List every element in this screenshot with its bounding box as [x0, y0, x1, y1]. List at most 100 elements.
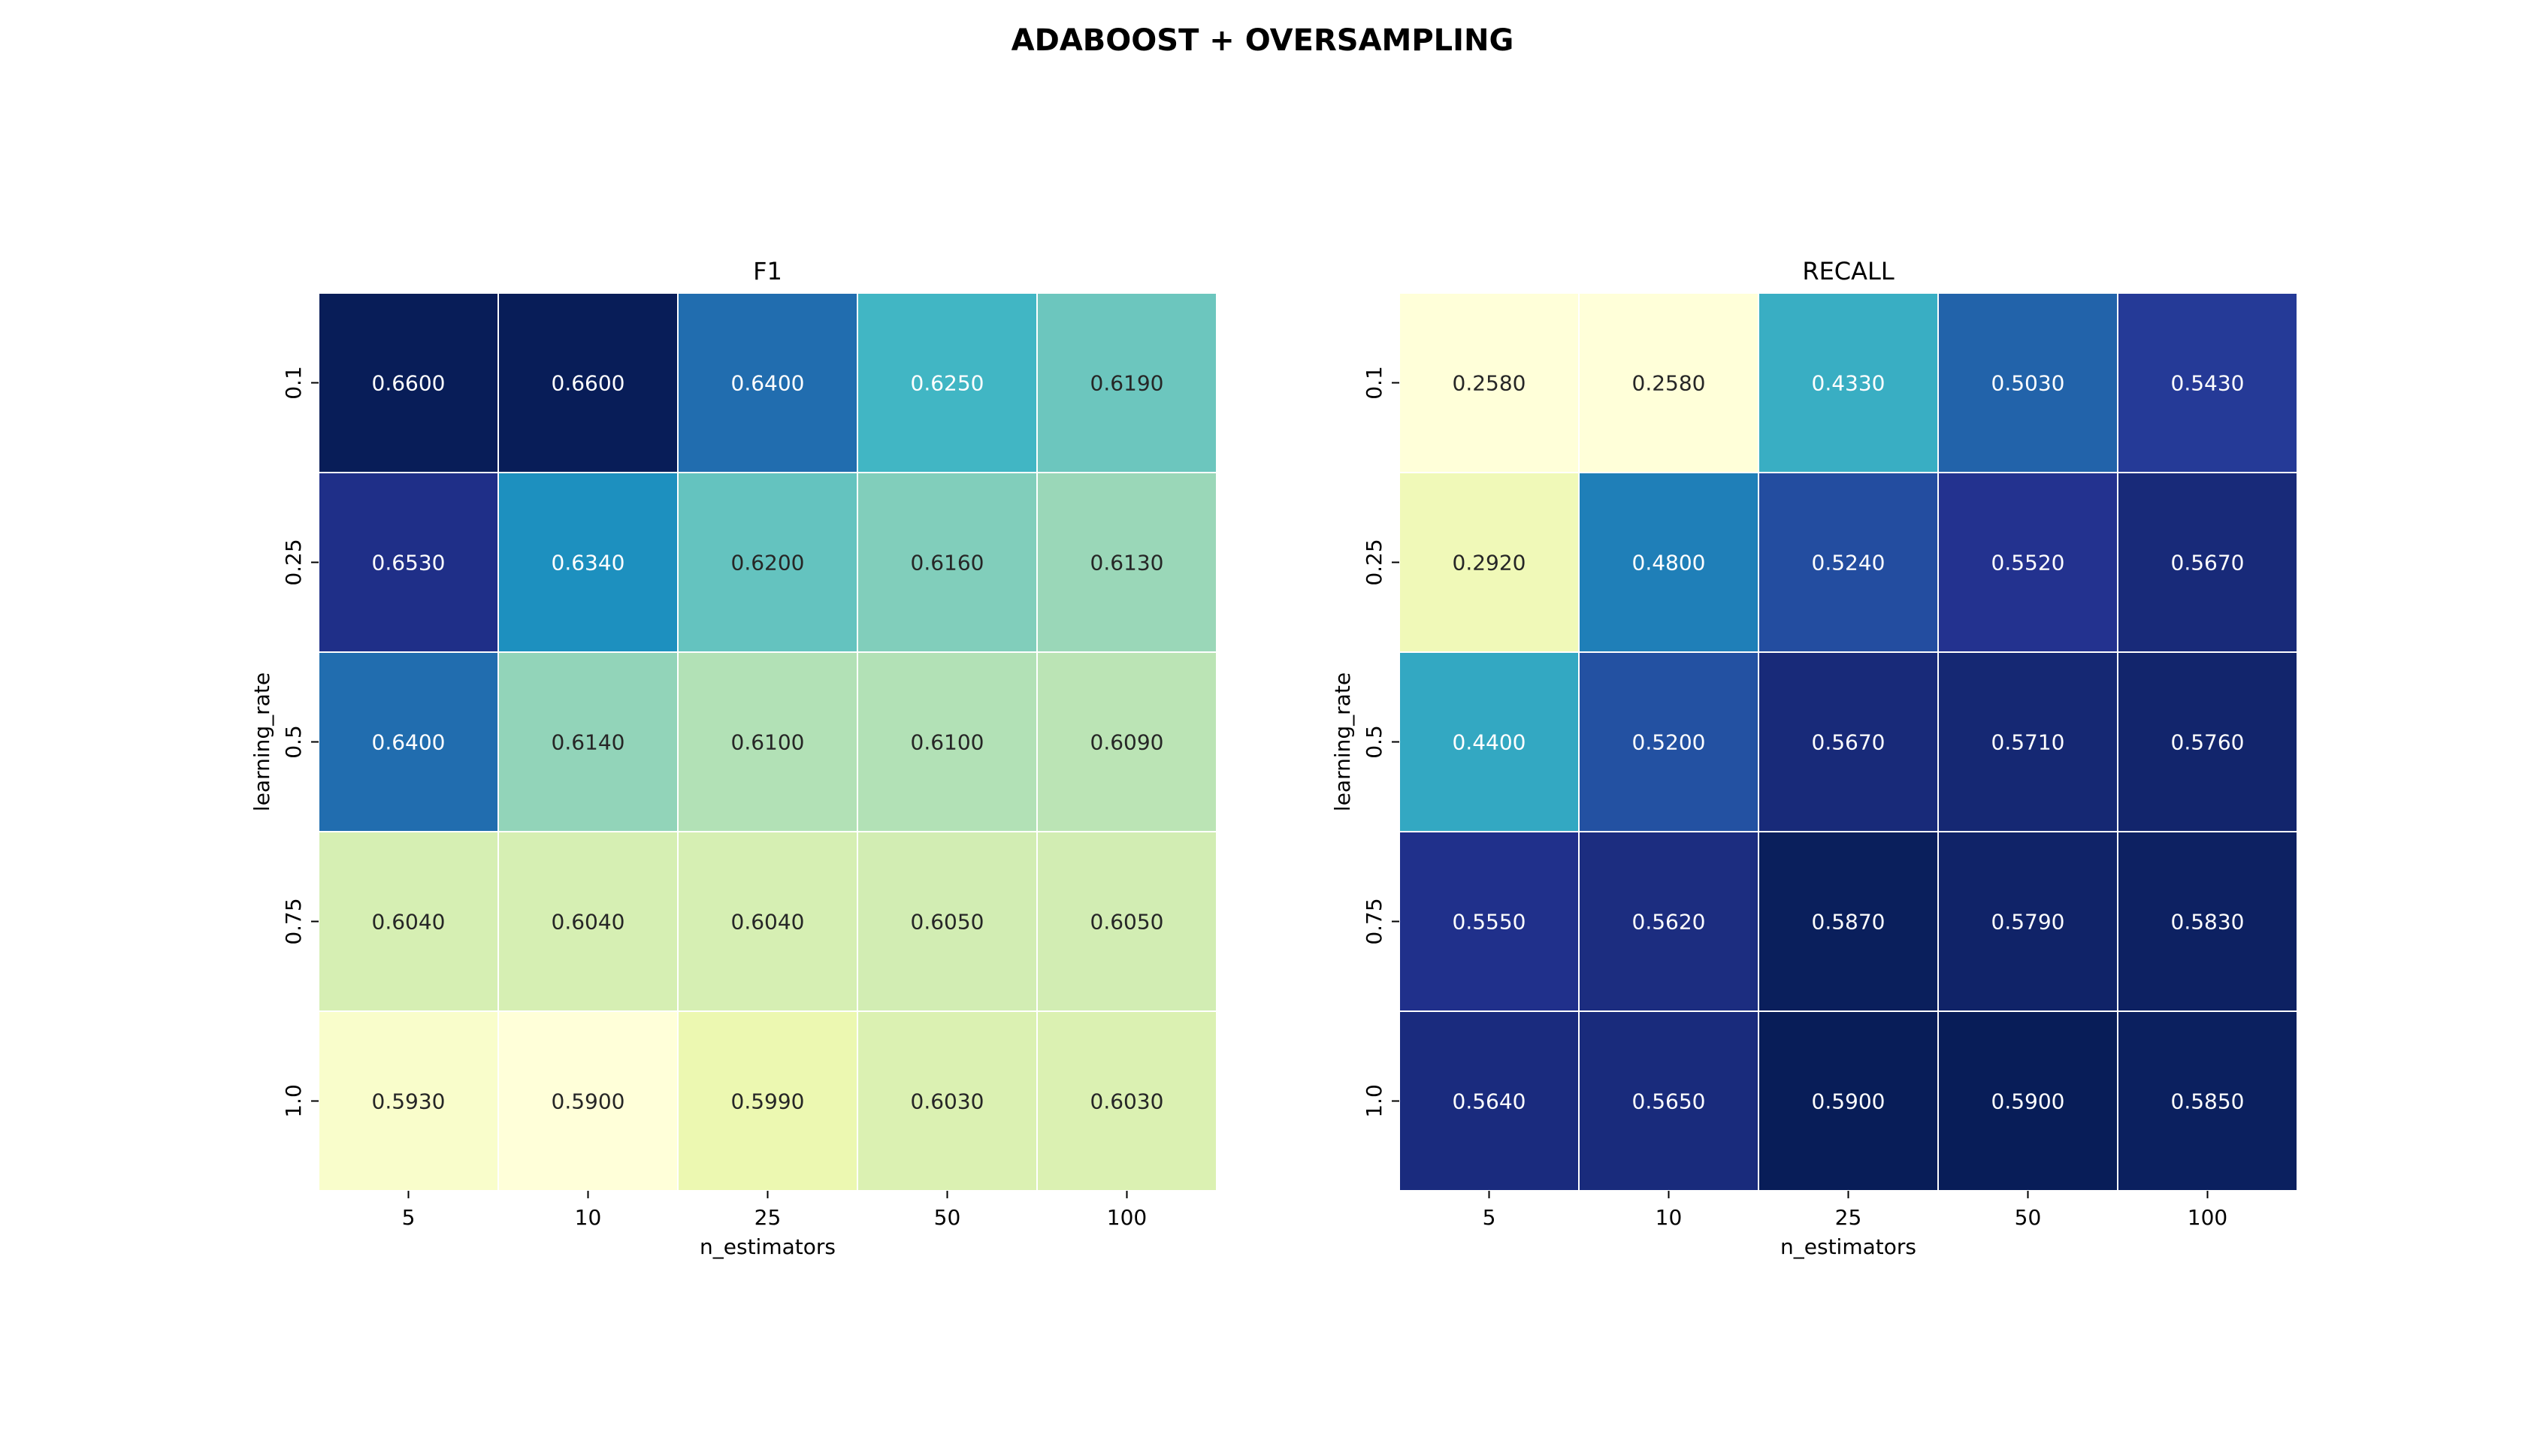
- recall-cell-label: 0.5900: [1812, 1089, 1885, 1114]
- recall-cell: [1399, 1010, 1580, 1192]
- recall-cell-label: 0.5640: [1453, 1089, 1526, 1114]
- f1-x-tick-label: 100: [1107, 1205, 1147, 1230]
- recall-cell-label: 0.5850: [2171, 1089, 2245, 1114]
- recall-cell-label: 0.4400: [1453, 730, 1526, 755]
- f1-y-tick-label: 0.1: [281, 366, 306, 400]
- f1-cell-label: 0.6530: [372, 551, 446, 575]
- f1-y-axis-label: learning_rate: [249, 672, 274, 811]
- f1-cell: [857, 292, 1038, 473]
- recall-cell-label: 0.5900: [1991, 1089, 2065, 1114]
- f1-cell: [318, 472, 499, 653]
- f1-cell-label: 0.6030: [1090, 1089, 1164, 1114]
- recall-cell: [1937, 472, 2118, 653]
- recall-x-tick-label: 5: [1483, 1205, 1496, 1230]
- f1-cell-label: 0.6340: [552, 551, 625, 575]
- f1-title: F1: [753, 257, 782, 285]
- f1-cell-label: 0.6050: [911, 910, 984, 935]
- recall-cell-label: 0.5430: [2171, 371, 2245, 396]
- recall-cell-label: 0.4800: [1632, 551, 1706, 575]
- f1-cell: [497, 831, 679, 1012]
- recall-cell: [2117, 1010, 2298, 1192]
- f1-cell-label: 0.6400: [731, 371, 805, 396]
- recall-cell: [1578, 651, 1759, 832]
- f1-cell-label: 0.6090: [1090, 730, 1164, 755]
- recall-cell-label: 0.5240: [1812, 551, 1885, 575]
- f1-cell-label: 0.6050: [1090, 910, 1164, 935]
- recall-cell: [2117, 651, 2298, 832]
- f1-cell-label: 0.6190: [1090, 371, 1164, 396]
- f1-cell: [857, 831, 1038, 1012]
- recall-cell-label: 0.5670: [2171, 551, 2245, 575]
- f1-cell-label: 0.6040: [372, 910, 446, 935]
- recall-cell: [1399, 292, 1580, 473]
- recall-y-tick-label: 0.25: [1362, 539, 1386, 585]
- f1-cell-label: 0.6140: [552, 730, 625, 755]
- f1-cell: [497, 292, 679, 473]
- f1-y-tick-label: 0.25: [281, 539, 306, 585]
- recall-cell-label: 0.5030: [1991, 371, 2065, 396]
- recall-cell-label: 0.5830: [2171, 910, 2245, 935]
- f1-cell: [497, 1010, 679, 1192]
- recall-cell: [1758, 1010, 1939, 1192]
- recall-cell-label: 0.5790: [1991, 910, 2065, 935]
- f1-cell-label: 0.6160: [911, 551, 984, 575]
- recall-cell: [1758, 831, 1939, 1012]
- recall-cell-label: 0.5870: [1812, 910, 1885, 935]
- recall-x-tick-label: 50: [2015, 1205, 2042, 1230]
- f1-cell-label: 0.6100: [911, 730, 984, 755]
- recall-cell-label: 0.5650: [1632, 1089, 1706, 1114]
- f1-cell: [1036, 651, 1217, 832]
- recall-x-tick-label: 25: [1835, 1205, 1862, 1230]
- f1-cell: [1036, 292, 1217, 473]
- recall-cell-label: 0.5710: [1991, 730, 2065, 755]
- f1-y-tick-label: 1.0: [281, 1084, 306, 1118]
- f1-x-tick-label: 5: [402, 1205, 416, 1230]
- f1-cell-label: 0.6100: [731, 730, 805, 755]
- recall-cell: [1578, 292, 1759, 473]
- recall-cell: [1937, 651, 2118, 832]
- recall-y-tick-label: 0.5: [1362, 725, 1386, 759]
- recall-cell-label: 0.5760: [2171, 730, 2245, 755]
- recall-title: RECALL: [1802, 257, 1895, 285]
- recall-cell: [1578, 831, 1759, 1012]
- f1-cell: [1036, 1010, 1217, 1192]
- f1-cell-label: 0.6040: [552, 910, 625, 935]
- recall-cell: [2117, 292, 2298, 473]
- f1-y-tick-label: 0.5: [281, 725, 306, 759]
- f1-cell: [677, 651, 858, 832]
- f1-x-tick-label: 25: [754, 1205, 782, 1230]
- recall-cell-label: 0.4330: [1812, 371, 1885, 396]
- f1-cell-label: 0.6600: [552, 371, 625, 396]
- f1-y-tick-label: 0.75: [281, 898, 306, 944]
- recall-x-tick-label: 10: [1656, 1205, 1683, 1230]
- recall-cell: [1937, 292, 2118, 473]
- f1-cell: [318, 1010, 499, 1192]
- recall-cell-label: 0.2580: [1453, 371, 1526, 396]
- f1-cell: [497, 651, 679, 832]
- f1-cell: [1036, 472, 1217, 653]
- recall-cell: [1399, 651, 1580, 832]
- recall-y-tick-label: 1.0: [1362, 1084, 1386, 1118]
- recall-cell-label: 0.5620: [1632, 910, 1706, 935]
- f1-cell-label: 0.5990: [731, 1089, 805, 1114]
- recall-cell-label: 0.2580: [1632, 371, 1706, 396]
- recall-cell-label: 0.5520: [1991, 551, 2065, 575]
- recall-cell-label: 0.5550: [1453, 910, 1526, 935]
- f1-cell: [857, 651, 1038, 832]
- f1-x-tick-label: 10: [575, 1205, 602, 1230]
- f1-cell-label: 0.6030: [911, 1089, 984, 1114]
- recall-cell: [1937, 831, 2118, 1012]
- f1-cell-label: 0.5930: [372, 1089, 446, 1114]
- figure-title: ADABOOST + OVERSAMPLING: [1012, 23, 1514, 58]
- recall-x-tick-label: 100: [2188, 1205, 2227, 1230]
- f1-cell-label: 0.6600: [372, 371, 446, 396]
- recall-y-tick-label: 0.75: [1362, 898, 1386, 944]
- heatmap-panel-recall: RECALL 0.2580 0.2580 0.4330 0.5030 0.5430 0.29…: [1330, 257, 2298, 1259]
- f1-cell: [677, 1010, 858, 1192]
- f1-cell-label: 0.6130: [1090, 551, 1164, 575]
- f1-x-tick-label: 50: [934, 1205, 961, 1230]
- recall-cell-label: 0.5200: [1632, 730, 1706, 755]
- f1-cell-label: 0.6040: [731, 910, 805, 935]
- f1-cell: [318, 292, 499, 473]
